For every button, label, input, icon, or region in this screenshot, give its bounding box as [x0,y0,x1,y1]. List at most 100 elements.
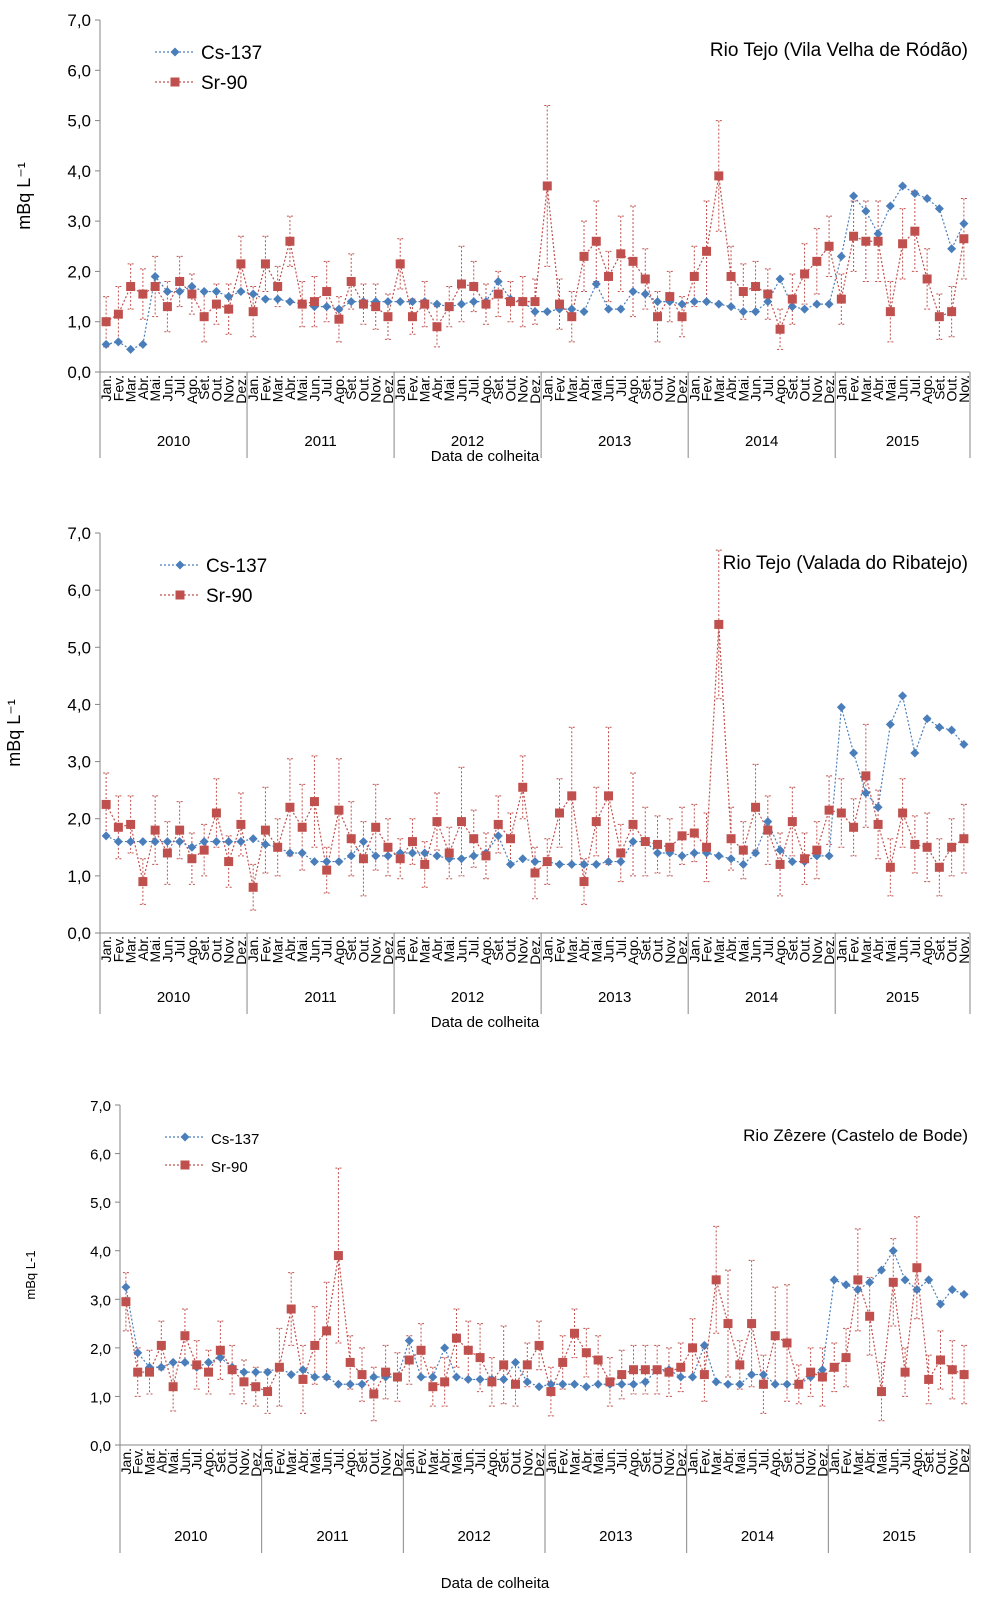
x-tick-label: Ago. [767,1448,783,1477]
data-point [333,1379,343,1389]
data-point [677,831,687,841]
error-bar [866,1276,873,1356]
data-point [463,1374,473,1384]
data-point [934,312,944,322]
y-tick-label: 3,0 [67,212,91,231]
data-point [555,808,565,818]
data-point [162,848,172,858]
x-tick-label: Jun. [460,1448,476,1474]
series-line [105,175,965,331]
data-point [334,314,344,324]
data-point [829,1275,839,1285]
data-point [898,239,908,249]
data-point [428,1372,438,1382]
data-point [558,1357,568,1367]
data-point [688,1343,698,1353]
x-tick-label: Abr. [723,936,739,961]
error-bar [936,293,943,340]
data-point [518,782,528,792]
data-point [371,302,381,312]
data-point [959,739,969,749]
data-point [297,822,307,832]
year-label: 2010 [157,433,190,450]
x-tick-label: Nov. [515,375,531,403]
x-tick-label: Fev. [696,1448,712,1474]
x-tick-label: Nov. [956,936,972,964]
x-tick-label: Abr. [429,375,445,400]
error-bar [630,772,637,877]
x-axis-title: Data de colheita [441,1575,550,1592]
data-point [383,297,393,307]
error-bar [887,280,894,343]
x-tick-label: Mai. [147,936,163,962]
legend-label: Sr-90 [201,73,247,94]
x-tick-label: Jan. [392,936,408,962]
data-point [653,297,663,307]
data-point [910,748,920,758]
x-tick-label: Fev. [846,936,862,962]
data-point [542,857,552,867]
data-point [865,1311,875,1321]
data-point [420,859,430,869]
data-point [383,842,393,852]
error-bar [359,1347,366,1402]
data-point [309,857,319,867]
x-tick-label: Fev. [555,1448,571,1474]
data-point [475,1353,485,1363]
x-tick-label: Abr. [282,936,298,961]
data-point [187,289,197,299]
data-point [381,1367,391,1377]
data-point [432,299,442,309]
data-point [924,1275,934,1285]
data-point [475,1374,485,1384]
x-tick-label: Mar. [858,375,874,402]
data-point [787,302,797,312]
legend-marker [170,77,180,87]
data-point [113,337,123,347]
x-tick-label: Mar. [858,936,874,963]
data-point [770,1379,780,1389]
data-point [959,1289,969,1299]
data-point [824,299,834,309]
error-bar [924,248,931,310]
error-bar [482,832,489,880]
data-point [168,1382,178,1392]
data-point [910,188,920,198]
data-point [505,859,515,869]
data-point [711,1377,721,1387]
x-tick-label: Jul. [760,936,776,958]
data-point [702,297,712,307]
year-label: 2010 [157,989,190,1006]
data-point [677,851,687,861]
year-label: 2015 [886,433,919,450]
x-tick-label: Out. [355,936,371,962]
data-point [888,1277,898,1287]
error-bar [777,832,784,897]
y-tick-label: 2,0 [67,810,91,829]
y-axis-title: mBq L-1 [23,1250,38,1299]
data-point [817,1372,827,1382]
x-tick-label: Mar. [708,1448,724,1475]
data-point [481,851,491,861]
data-point [787,294,797,304]
x-tick-label: Jan. [98,936,114,962]
x-tick-label: Ago. [331,936,347,965]
data-point [187,842,197,852]
data-point [371,851,381,861]
data-point [428,1382,438,1392]
data-point [162,287,172,297]
y-tick-label: 0,0 [67,924,91,943]
x-tick-label: Jan. [685,1448,701,1474]
data-point [763,825,773,835]
data-point [487,1377,497,1387]
error-bar [323,260,330,323]
x-tick-label: Ago. [331,375,347,404]
data-point [653,839,663,849]
data-point [138,877,148,887]
data-point [345,1357,355,1367]
data-point [298,1374,308,1384]
data-point [150,825,160,835]
data-point [885,862,895,872]
data-point [758,1370,768,1380]
data-point [101,831,111,841]
